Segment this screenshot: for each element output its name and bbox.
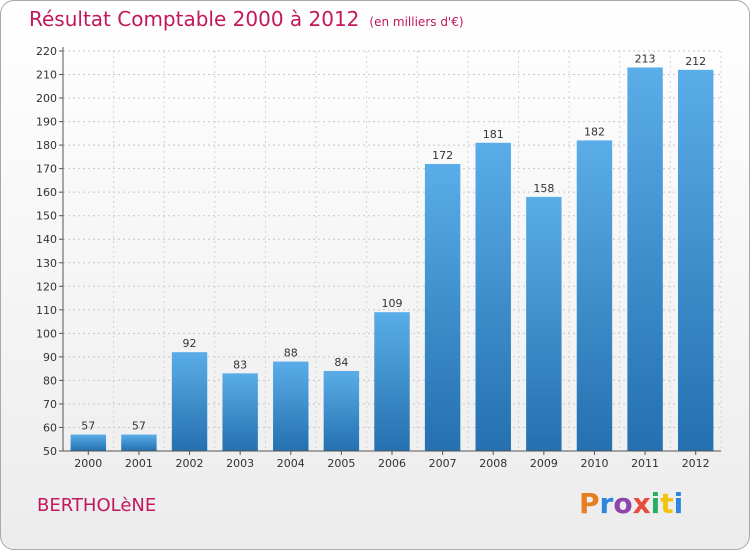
proxiti-logo[interactable]: Proxiti [579, 487, 683, 520]
y-tick-label: 150 [36, 210, 57, 223]
logo-letter: i [650, 487, 661, 520]
y-tick-label: 190 [36, 116, 57, 129]
bar-value-label: 92 [183, 337, 197, 350]
chart-title-text: Résultat Comptable 2000 à 2012 [29, 7, 360, 31]
bar-value-label: 212 [685, 55, 706, 68]
y-tick-label: 120 [36, 280, 57, 293]
x-tick-label: 2005 [327, 457, 355, 470]
bar-value-label: 213 [635, 52, 656, 65]
x-tick-label: 2000 [74, 457, 102, 470]
x-tick-label: 2008 [479, 457, 507, 470]
bar[interactable] [627, 67, 663, 452]
x-tick-label: 2011 [631, 457, 659, 470]
bar-value-label: 83 [233, 358, 247, 371]
y-tick-label: 210 [36, 69, 57, 82]
bar[interactable] [576, 140, 613, 452]
x-tick-label: 2006 [378, 457, 406, 470]
y-tick-label: 70 [43, 398, 57, 411]
bar[interactable] [424, 163, 461, 452]
x-tick-label: 2004 [277, 457, 305, 470]
logo-letter: x [632, 487, 651, 520]
logo-letter: i [673, 487, 684, 520]
y-tick-label: 160 [36, 186, 57, 199]
y-tick-label: 180 [36, 139, 57, 152]
y-tick-label: 130 [36, 257, 57, 270]
bar-value-label: 181 [483, 128, 504, 141]
bar-value-label: 158 [533, 182, 554, 195]
y-tick-label: 140 [36, 233, 57, 246]
y-tick-label: 100 [36, 327, 57, 340]
bar[interactable] [374, 312, 410, 451]
y-tick-label: 50 [43, 445, 57, 458]
y-tick-label: 200 [36, 92, 57, 105]
x-tick-label: 2002 [176, 457, 204, 470]
bar[interactable] [323, 371, 360, 451]
bar-value-label: 57 [81, 420, 95, 433]
chart-unit: (en milliers d'€) [369, 15, 464, 29]
bar[interactable] [222, 373, 258, 451]
x-tick-label: 2007 [429, 457, 457, 470]
logo-letter: o [613, 487, 633, 520]
y-tick-label: 90 [43, 351, 57, 364]
chart-title: Résultat Comptable 2000 à 2012 (en millie… [29, 7, 464, 31]
logo-letter: r [599, 487, 614, 520]
bar[interactable] [273, 361, 309, 451]
bar-value-label: 88 [284, 347, 298, 360]
bar-value-label: 109 [382, 297, 403, 310]
y-tick-label: 110 [36, 304, 57, 317]
x-tick-label: 2001 [125, 457, 153, 470]
x-tick-label: 2010 [580, 457, 608, 470]
x-tick-label: 2012 [682, 457, 710, 470]
bar[interactable] [121, 434, 157, 451]
bar[interactable] [475, 142, 511, 451]
bar[interactable] [677, 69, 714, 451]
bar-value-label: 182 [584, 125, 605, 138]
x-tick-label: 2003 [226, 457, 254, 470]
y-tick-label: 80 [43, 374, 57, 387]
x-tick-label: 2009 [530, 457, 558, 470]
commune-name: BERTHOLèNE [37, 495, 157, 516]
y-tick-label: 60 [43, 421, 57, 434]
bar-value-label: 172 [432, 149, 453, 162]
bar-value-label: 57 [132, 420, 146, 433]
logo-letter: t [660, 487, 674, 520]
bar[interactable] [171, 352, 208, 451]
bar-value-label: 84 [334, 356, 348, 369]
y-tick-label: 170 [36, 163, 57, 176]
bar[interactable] [70, 434, 107, 451]
y-tick-label: 220 [36, 45, 57, 58]
logo-letter: P [579, 487, 600, 520]
bar[interactable] [526, 196, 562, 451]
